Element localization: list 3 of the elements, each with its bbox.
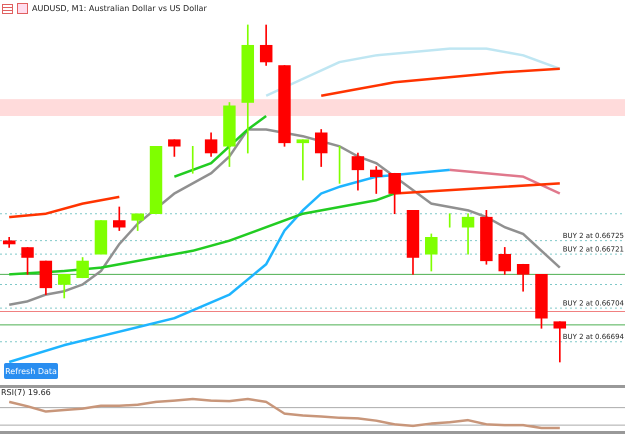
refresh-button: Refresh Data <box>4 363 58 379</box>
chart-title: AUDUSD, M1: Australian Dollar vs US Dollar <box>32 4 207 13</box>
chart-title: RSI(7) 19.66 <box>1 388 51 397</box>
